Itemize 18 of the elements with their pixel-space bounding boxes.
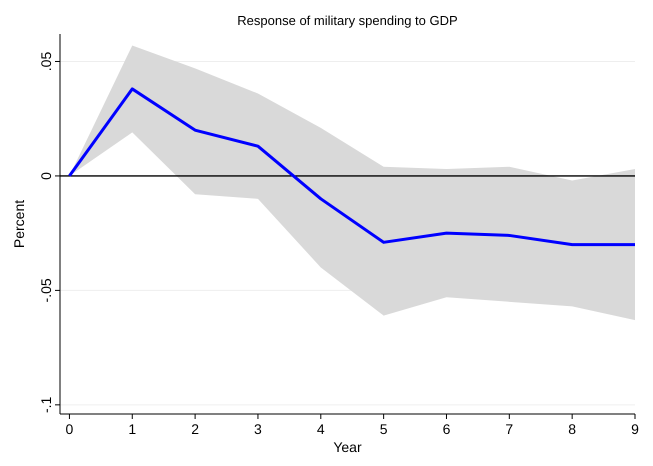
y-tick-label: -.05 (38, 278, 54, 302)
y-tick-label: .05 (38, 52, 54, 72)
x-tick-label: 4 (316, 421, 325, 437)
x-tick-label: 8 (568, 421, 576, 437)
y-tick-label: -.1 (38, 396, 54, 414)
chart-title: Response of military spending to GDP (237, 13, 458, 28)
y-tick-label: 0 (38, 172, 54, 180)
x-tick-label: 3 (254, 421, 262, 437)
y-axis-title: Percent (11, 200, 27, 248)
x-tick-label: 0 (66, 421, 74, 437)
x-tick-label: 2 (191, 421, 200, 437)
x-tick-label: 5 (380, 421, 388, 437)
x-axis-title: Year (333, 439, 362, 455)
x-tick-label: 7 (505, 421, 514, 437)
x-tick-label: 9 (631, 421, 640, 437)
x-tick-label: 6 (442, 421, 451, 437)
line-series (68, 87, 636, 246)
x-tick-label: 1 (128, 421, 136, 437)
